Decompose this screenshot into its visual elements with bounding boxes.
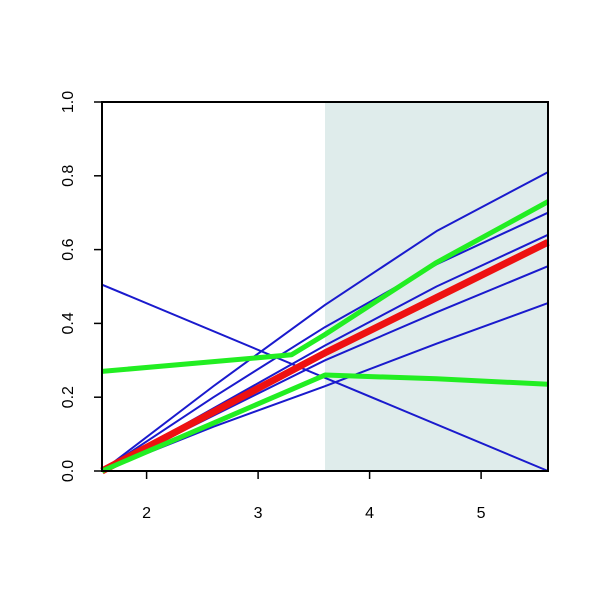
x-tick-label: 4 xyxy=(365,505,374,522)
line-series xyxy=(101,211,549,472)
line-series xyxy=(101,171,549,472)
line-series xyxy=(101,199,550,374)
line-series xyxy=(101,283,549,472)
x-tick-label: 5 xyxy=(477,505,486,522)
plot-box xyxy=(101,101,549,472)
y-tick-label: 1.0 xyxy=(60,91,77,113)
y-tick-label: 0.2 xyxy=(60,386,77,408)
line-series xyxy=(101,372,549,474)
x-tick-label: 2 xyxy=(142,505,151,522)
y-tick-label: 0.8 xyxy=(60,165,77,187)
y-tick-label: 0.6 xyxy=(60,238,77,260)
x-tick-label: 3 xyxy=(254,505,263,522)
line-series xyxy=(100,239,550,475)
y-tick-label: 0.0 xyxy=(60,460,77,482)
y-tick-label: 0.4 xyxy=(60,312,77,334)
